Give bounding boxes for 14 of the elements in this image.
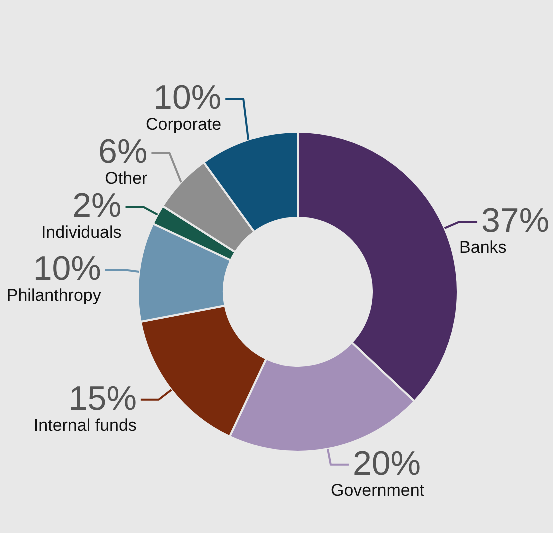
data-label: 2%: [72, 187, 122, 226]
slice-label: Government: [330, 480, 425, 500]
slice-label: Internal funds: [34, 416, 137, 435]
data-label: 6%: [98, 133, 148, 172]
slice-label: Banks: [460, 238, 507, 258]
slice-label: Individuals: [41, 223, 122, 242]
data-label: 15%: [68, 380, 137, 418]
data-label: 10%: [33, 250, 102, 288]
slice-label: Other: [105, 169, 148, 188]
data-label: 10%: [154, 79, 222, 118]
slice-label: Philanthropy: [6, 286, 102, 305]
data-label: 37%: [482, 202, 550, 240]
data-label: 20%: [352, 444, 422, 483]
slice-label: Corporate: [146, 115, 222, 134]
